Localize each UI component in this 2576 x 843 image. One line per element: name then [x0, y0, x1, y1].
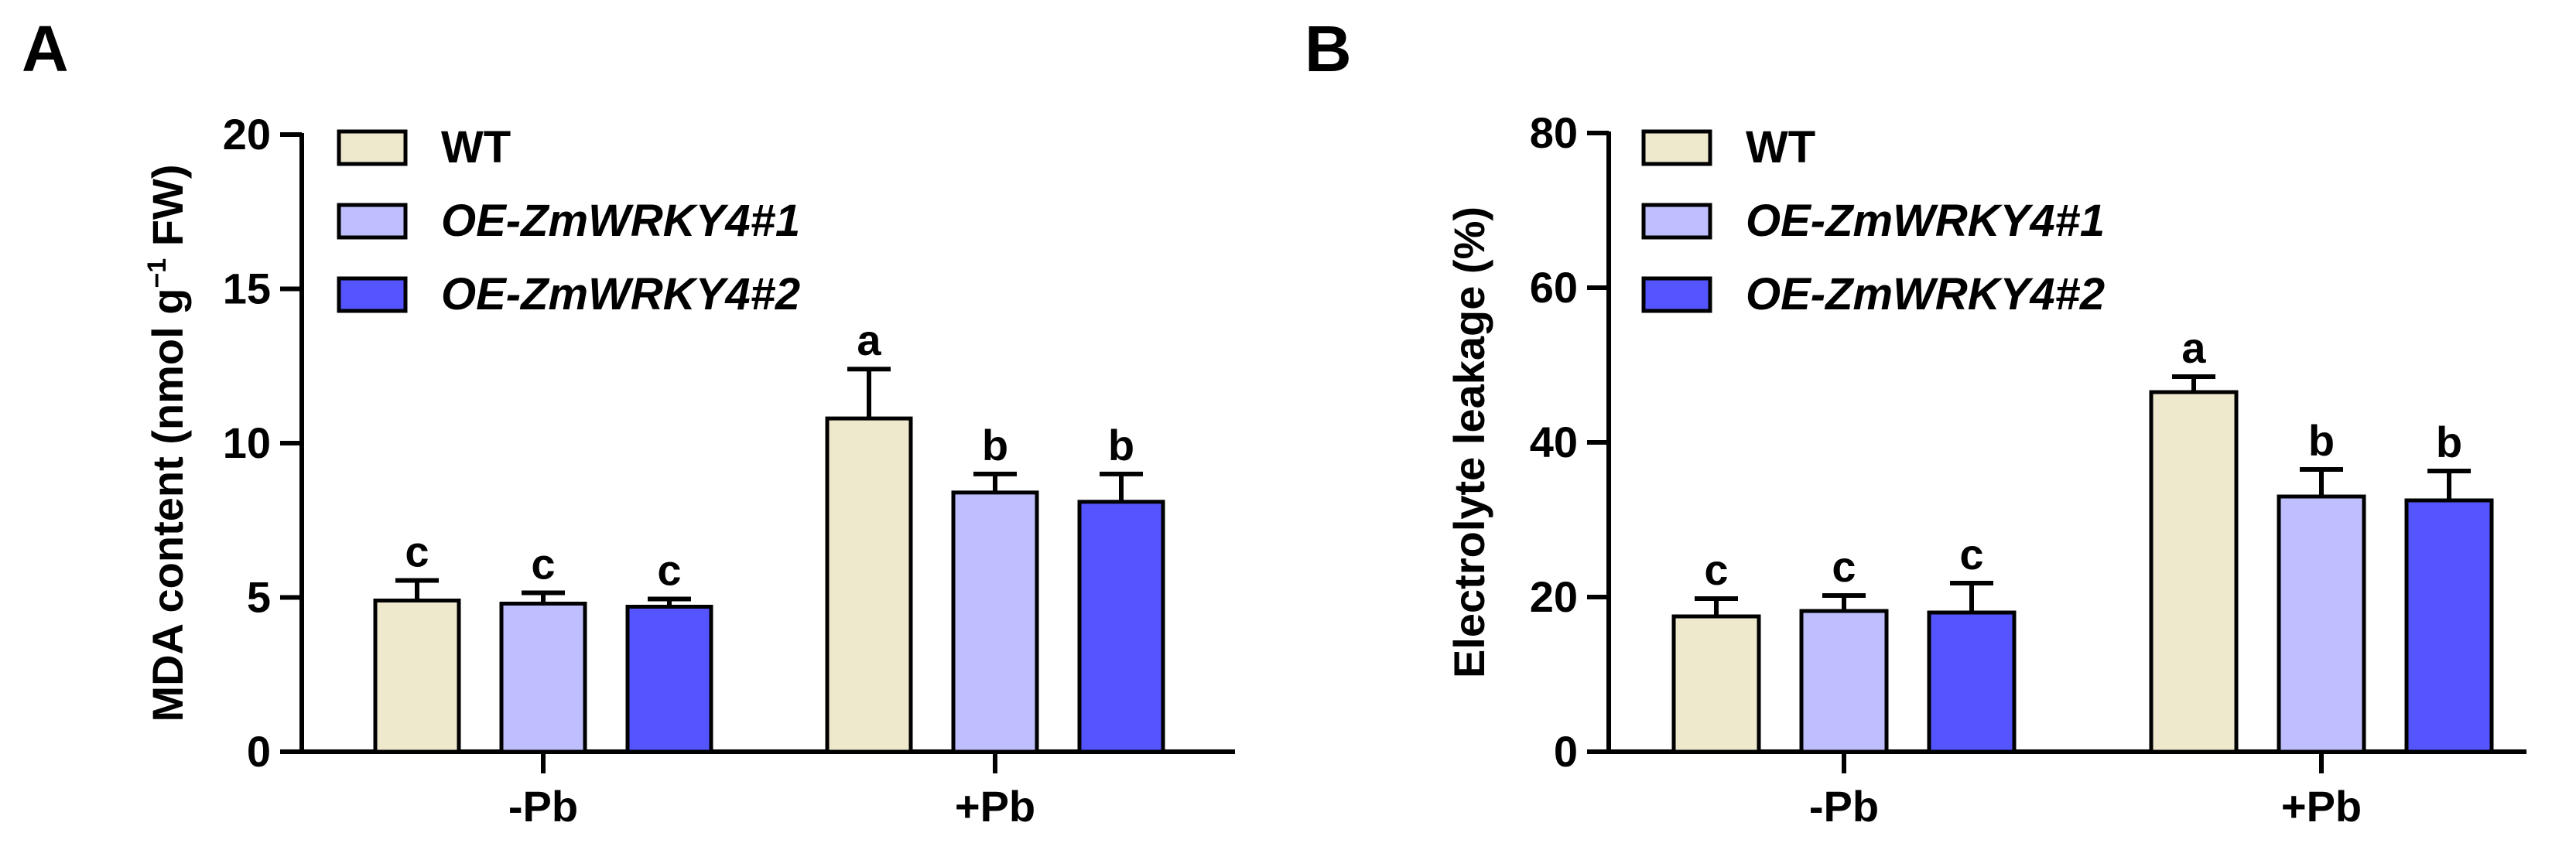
y-axis-label: Electrolyte leakage (%)	[1445, 206, 1493, 678]
significance-letter: c	[405, 527, 429, 576]
bar	[951, 490, 1039, 754]
significance-letter: b	[1108, 421, 1134, 469]
y-tick-label: 10	[223, 418, 271, 467]
legend-swatch	[1641, 203, 1712, 240]
bar	[825, 416, 913, 754]
legend-label: WT	[1746, 122, 1815, 172]
bar	[2277, 494, 2366, 754]
significance-letter: c	[531, 540, 555, 589]
bar	[625, 604, 713, 754]
legend-swatch	[1641, 276, 1712, 313]
y-tick-label: 5	[247, 573, 271, 622]
y-axis-label: MDA content (nmol g−1 FW)	[142, 164, 192, 722]
y-tick-label: 20	[223, 110, 271, 159]
legend-label: OE-ZmWRKY4#1	[441, 196, 800, 246]
chart-a: 0 5 10 15 20 MDA content (nmol g−1 FW) c c c -Pb a…	[142, 110, 1235, 831]
legend-label: WT	[441, 122, 511, 172]
bar	[373, 598, 461, 754]
significance-letter: c	[1832, 542, 1856, 591]
legend-label: OE-ZmWRKY4#2	[1746, 269, 2105, 319]
bar	[2149, 390, 2239, 754]
panel-letter-a: A	[22, 12, 69, 85]
y-tick-label: 40	[1530, 418, 1578, 466]
y-tick-label: 0	[247, 727, 271, 776]
legend-swatch	[337, 203, 408, 240]
y-tick-label: 20	[1530, 572, 1578, 621]
bar	[2404, 498, 2494, 754]
legend-swatch	[337, 276, 408, 313]
bar	[1927, 610, 2017, 754]
significance-letter: a	[2181, 323, 2206, 372]
significance-letter: a	[857, 316, 881, 364]
significance-letter: b	[2308, 416, 2335, 465]
bar	[1671, 614, 1761, 754]
legend-swatch	[337, 129, 408, 166]
y-axis-label-main: MDA content (nmol g	[143, 288, 192, 722]
significance-letter: c	[1704, 545, 1728, 594]
bar	[499, 601, 587, 754]
y-tick-label: 80	[1530, 108, 1578, 157]
significance-letter: b	[2436, 418, 2462, 466]
bar	[1799, 609, 1889, 754]
significance-letter: b	[982, 421, 1008, 469]
significance-letter: c	[1959, 530, 1983, 578]
y-axis-label-main: Electrolyte leakage (%)	[1445, 206, 1493, 678]
y-axis-label-unit: FW)	[143, 164, 192, 258]
x-tick-label: +Pb	[955, 782, 1035, 831]
significance-letter: c	[657, 545, 681, 594]
x-tick-label: -Pb	[1809, 782, 1879, 831]
chart-b: 0 20 40 60 80 Electrolyte leakage (%) c c c -Pb a b…	[1445, 108, 2526, 831]
bar	[1077, 500, 1165, 754]
legend-label: OE-ZmWRKY4#1	[1746, 196, 2105, 246]
legend-swatch	[1641, 129, 1712, 166]
y-axis-label-superscript: −1	[142, 258, 172, 288]
x-tick-label: -Pb	[508, 782, 578, 831]
y-tick-label: 60	[1530, 263, 1578, 312]
y-tick-label: 15	[223, 265, 271, 313]
panel-letter-b: B	[1305, 12, 1352, 85]
legend-label: OE-ZmWRKY4#2	[441, 269, 800, 319]
x-tick-label: +Pb	[2281, 782, 2362, 831]
y-tick-label: 0	[1554, 727, 1578, 776]
